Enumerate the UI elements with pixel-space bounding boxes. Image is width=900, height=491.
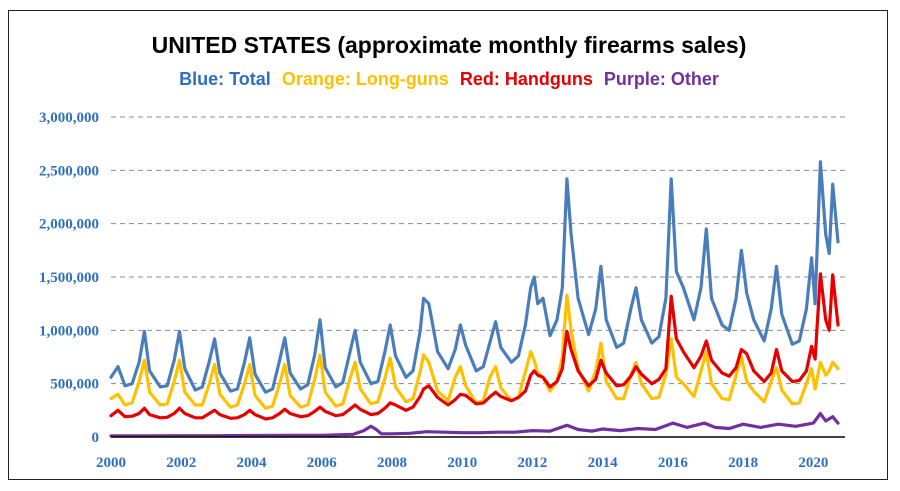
y-axis-ticks: 0 500,000 1,000,000 1,500,000 2,000,000 2,500… <box>39 110 99 446</box>
series-line-total <box>109 160 840 394</box>
chart-title: UNITED STATES (approximate monthly firea… <box>152 32 747 58</box>
chart-legend-line: Blue: Total Orange: Long-guns Red: Handg… <box>179 69 719 89</box>
chart: UNITED STATES (approximate monthly firea… <box>39 32 845 471</box>
x-tick-label: 2004 <box>236 455 267 471</box>
series-lines <box>109 160 840 438</box>
legend-other: Purple: Other <box>604 69 719 89</box>
chart-frame: UNITED STATES (approximate monthly firea… <box>8 10 888 480</box>
x-tick-label: 2008 <box>377 455 407 471</box>
x-tick-label: 2006 <box>307 455 338 471</box>
legend-long-guns: Orange: Long-guns <box>282 69 449 89</box>
x-axis-ticks: 2000 2002 2004 2006 2008 2010 2012 2014 2016 2018… <box>96 455 828 471</box>
series-line-long_guns <box>109 293 840 410</box>
x-tick-label: 2002 <box>166 455 196 471</box>
y-tick-label: 3,000,000 <box>39 110 99 126</box>
legend-total: Blue: Total <box>179 69 271 89</box>
x-tick-label: 2012 <box>517 455 547 471</box>
x-tick-label: 2018 <box>728 455 758 471</box>
gridlines <box>111 116 845 385</box>
y-tick-label: 2,500,000 <box>39 163 99 179</box>
y-tick-label: 500,000 <box>50 377 99 393</box>
y-tick-label: 0 <box>92 430 100 446</box>
y-tick-label: 1,000,000 <box>39 323 99 339</box>
legend-handguns: Red: Handguns <box>460 69 593 89</box>
x-tick-label: 2014 <box>588 455 619 471</box>
series-line-other <box>109 411 840 438</box>
y-tick-label: 1,500,000 <box>39 270 99 286</box>
series-line-handguns <box>109 272 840 421</box>
x-tick-label: 2020 <box>798 455 828 471</box>
y-tick-label: 2,000,000 <box>39 217 99 233</box>
x-tick-label: 2010 <box>447 455 477 471</box>
x-tick-label: 2016 <box>658 455 689 471</box>
x-tick-label: 2000 <box>96 455 126 471</box>
